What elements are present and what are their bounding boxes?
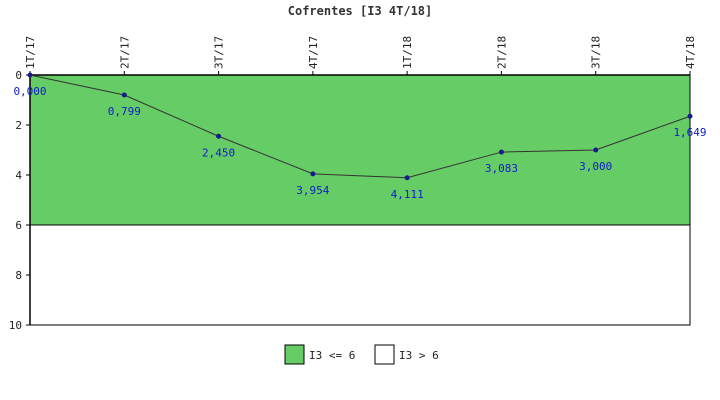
data-point bbox=[498, 149, 504, 155]
x-tick-label: 4T/18 bbox=[684, 36, 697, 69]
x-tick-label: 3T/18 bbox=[590, 36, 603, 69]
data-point bbox=[121, 92, 127, 98]
y-tick-label: 8 bbox=[15, 269, 22, 282]
data-label: 0,799 bbox=[108, 105, 141, 118]
x-tick-label: 2T/18 bbox=[495, 36, 508, 69]
band-1 bbox=[29, 224, 691, 326]
data-point bbox=[310, 171, 316, 177]
data-label: 4,111 bbox=[391, 188, 424, 201]
data-point bbox=[404, 175, 410, 181]
data-label: 0,000 bbox=[13, 85, 46, 98]
legend-label: I3 > 6 bbox=[399, 349, 439, 362]
series-polyline bbox=[29, 74, 691, 179]
y-tick-label: 6 bbox=[15, 219, 22, 232]
data-point bbox=[687, 113, 693, 119]
legend-label: I3 <= 6 bbox=[309, 349, 355, 362]
data-label: 1,649 bbox=[673, 126, 706, 139]
y-tick-label: 10 bbox=[9, 319, 22, 332]
chart-title: Cofrentes [I3 4T/18] bbox=[288, 4, 433, 18]
axes bbox=[29, 74, 691, 326]
data-point bbox=[27, 72, 33, 78]
legend-swatch bbox=[284, 344, 305, 365]
data-label: 2,450 bbox=[202, 146, 235, 159]
legend-swatch bbox=[374, 344, 395, 365]
data-label: 3,083 bbox=[485, 162, 518, 175]
y-tick-labels: 0 2 4 6 8 10 bbox=[9, 69, 30, 332]
y-tick-label: 2 bbox=[15, 119, 22, 132]
x-tick-labels: 1T/17 2T/17 3T/17 4T/17 1T/18 2T/18 3T/18 4T/18 bbox=[24, 36, 697, 75]
data-label: 3,954 bbox=[296, 184, 329, 197]
y-tick-label: 0 bbox=[15, 69, 22, 82]
legend: I3 <= 6 I3 > 6 bbox=[284, 344, 439, 365]
data-labels: 0,000 0,799 2,450 3,954 4,111 3,083 3,000 1,649 bbox=[13, 85, 706, 201]
x-tick-label: 2T/17 bbox=[118, 36, 131, 69]
x-tick-label: 1T/18 bbox=[401, 36, 414, 69]
y-tick-label: 4 bbox=[15, 169, 22, 182]
data-point bbox=[593, 147, 599, 153]
x-tick-label: 3T/17 bbox=[213, 36, 226, 69]
series-line bbox=[27, 72, 693, 181]
x-tick-label: 4T/17 bbox=[307, 36, 320, 69]
x-tick-label: 1T/17 bbox=[24, 36, 37, 69]
data-label: 3,000 bbox=[579, 160, 612, 173]
data-point bbox=[216, 133, 222, 139]
